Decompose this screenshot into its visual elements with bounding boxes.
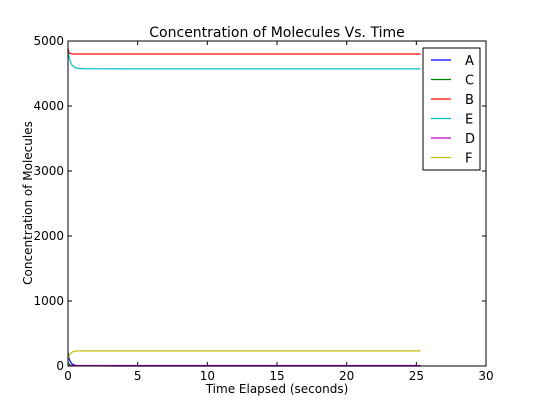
x-tick-label-10: 10: [200, 369, 215, 383]
x-tick-label-30: 30: [478, 369, 493, 383]
y-tick-label-2000: 2000: [33, 229, 64, 243]
x-tick-label-20: 20: [339, 369, 354, 383]
legend-label-D: D: [465, 132, 475, 147]
legend-label-F: F: [465, 152, 472, 167]
chart-title: Concentration of Molecules Vs. Time: [149, 25, 404, 41]
x-tick-label-25: 25: [409, 369, 424, 383]
x-axis-label: Time Elapsed (seconds): [205, 382, 349, 396]
x-tick-label-0: 0: [64, 369, 72, 383]
y-tick-label-5000: 5000: [33, 34, 64, 48]
y-tick-label-4000: 4000: [33, 99, 64, 113]
y-tick-label-1000: 1000: [33, 294, 64, 308]
x-tick-label-5: 5: [134, 369, 142, 383]
y-tick-label-0: 0: [56, 359, 64, 373]
legend-label-B: B: [465, 93, 474, 108]
x-tick-label-15: 15: [269, 369, 284, 383]
legend-label-C: C: [465, 74, 474, 89]
y-tick-label-3000: 3000: [33, 164, 64, 178]
y-axis-label: Concentration of Molecules: [21, 121, 35, 285]
legend-label-E: E: [465, 113, 473, 128]
legend-label-A: A: [465, 54, 474, 69]
